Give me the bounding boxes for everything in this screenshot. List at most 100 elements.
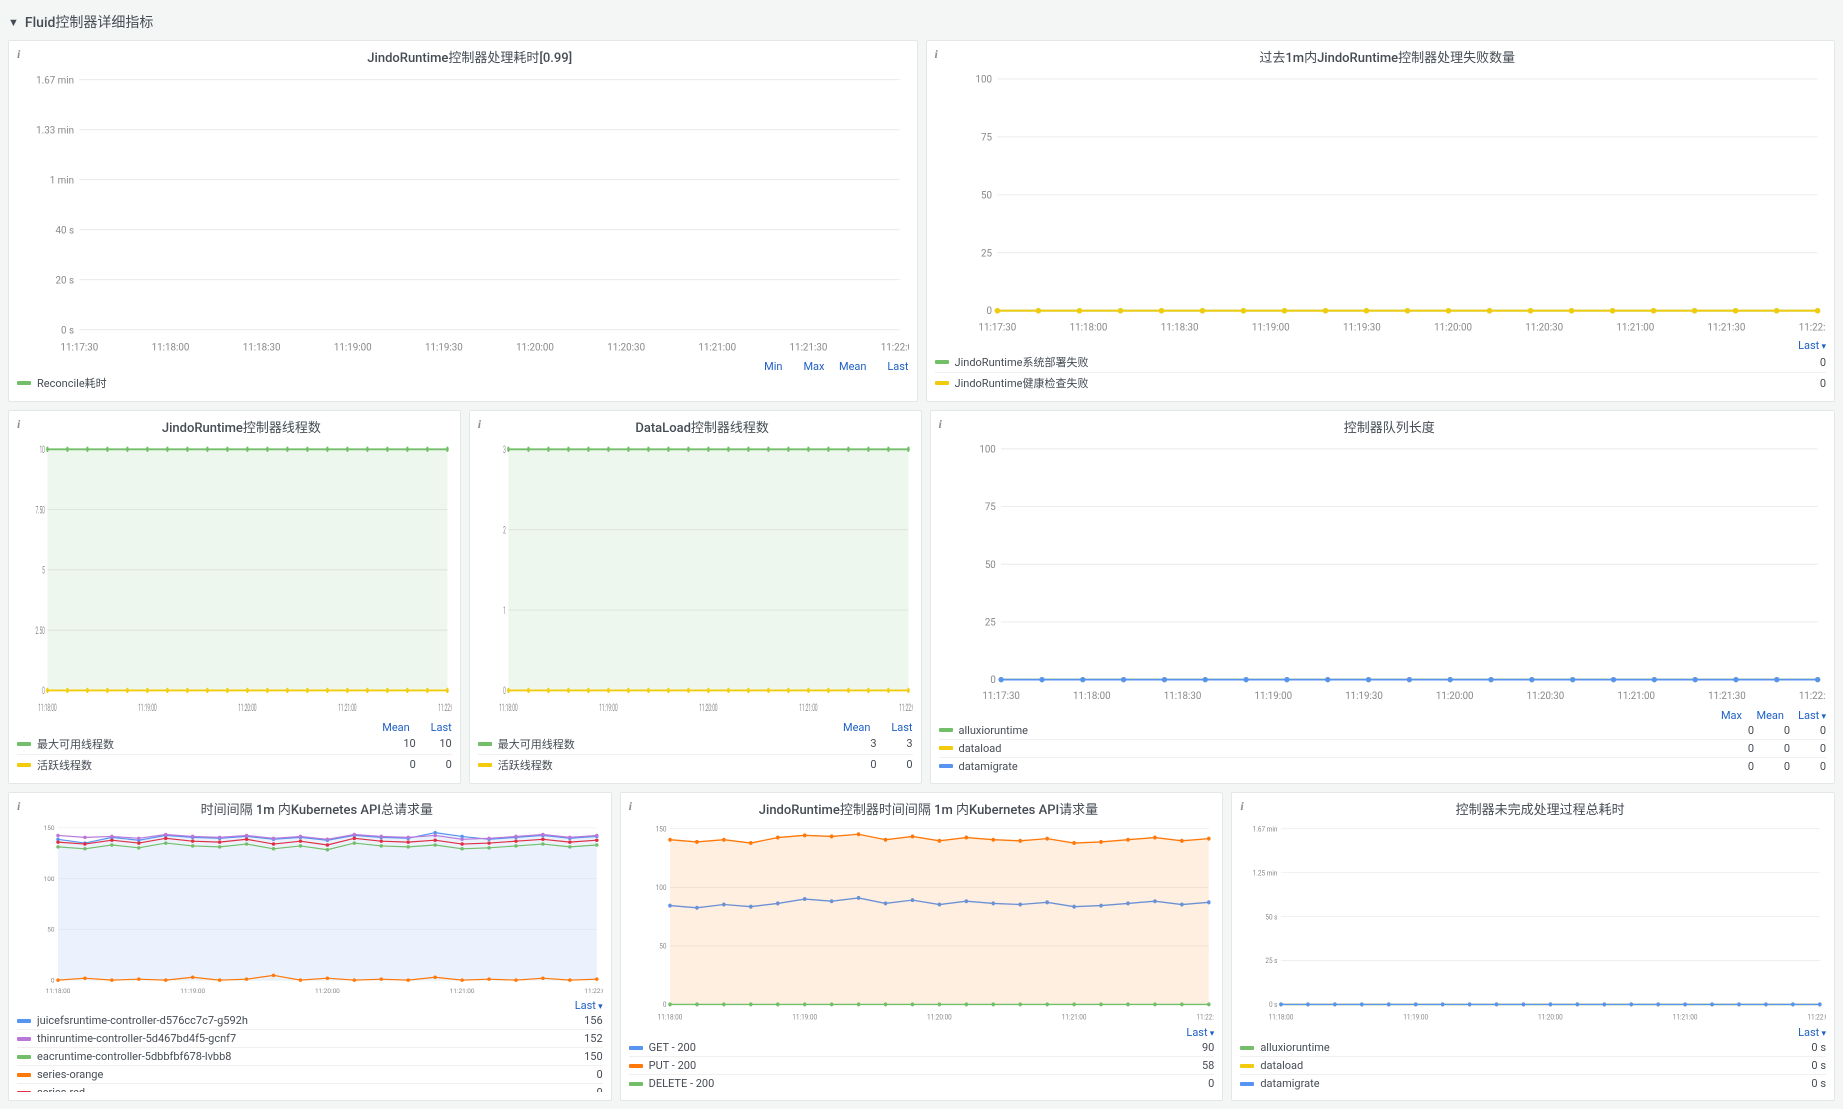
- legend-header: Max Mean Last: [939, 709, 1827, 722]
- legend-row[interactable]: dataload000: [939, 739, 1827, 757]
- info-icon[interactable]: i: [629, 799, 643, 814]
- chart-area[interactable]: 025507510011:17:3011:18:0011:18:3011:19:…: [939, 440, 1827, 706]
- legend-label: DELETE - 200: [649, 1077, 1179, 1090]
- legend-row[interactable]: JindoRuntime系统部署失败0: [935, 352, 1827, 372]
- panel-dataload-threads: iDataLoad控制器线程数012311:18:0011:19:0011:20…: [469, 410, 922, 783]
- chart-area[interactable]: 0 s25 s50 s1.25 min1.67 min11:18:0011:19…: [1240, 822, 1826, 1025]
- legend-row[interactable]: alluxioruntime0 s: [1240, 1039, 1826, 1056]
- legend-value: 0: [1724, 724, 1754, 737]
- legend-row[interactable]: eacruntime-controller-5dbbfbf678-lvbb815…: [17, 1047, 603, 1065]
- chart-area[interactable]: 025507510011:17:3011:18:0011:18:3011:19:…: [935, 70, 1827, 337]
- legend-value: 0: [1796, 724, 1826, 737]
- chart-area[interactable]: 012311:18:0011:19:0011:20:0011:21:0011:2…: [478, 440, 913, 718]
- legend-row[interactable]: 活跃线程数00: [17, 754, 452, 775]
- legend-col-mean[interactable]: Mean: [380, 721, 410, 734]
- svg-text:11:21:00: 11:21:00: [1616, 322, 1654, 333]
- legend-col-mean[interactable]: Mean: [1754, 709, 1784, 722]
- legend-swatch: [17, 742, 31, 746]
- legend-swatch: [629, 1046, 643, 1050]
- svg-text:0: 0: [503, 686, 506, 698]
- chart-area[interactable]: 05010015011:18:0011:19:0011:20:0011:21:0…: [17, 822, 603, 998]
- legend-col-max[interactable]: Max: [1712, 709, 1742, 722]
- legend-col-max[interactable]: Max: [795, 360, 825, 373]
- legend-row[interactable]: 活跃线程数00: [478, 754, 913, 775]
- legend-value: 0: [386, 758, 416, 771]
- legend-col-last[interactable]: Last: [1796, 709, 1826, 722]
- svg-text:11:19:30: 11:19:30: [1343, 322, 1381, 333]
- legend-col-last[interactable]: Last: [879, 360, 909, 373]
- legend-row[interactable]: series-orange0: [17, 1065, 603, 1083]
- legend-col-last[interactable]: Last: [883, 721, 913, 734]
- panel-jindo-latency: iJindoRuntime控制器处理耗时[0.99]0 s20 s40 s1 m…: [8, 40, 918, 402]
- svg-text:11:22:00: 11:22:00: [584, 987, 602, 995]
- legend-value: 0: [883, 758, 913, 771]
- legend-row[interactable]: DELETE - 2000: [629, 1074, 1215, 1092]
- chart-area[interactable]: 0 s20 s40 s1 min1.33 min1.67 min11:17:30…: [17, 70, 909, 358]
- legend-label: alluxioruntime: [959, 724, 1719, 737]
- legend-row[interactable]: datamigrate0 s: [1240, 1074, 1826, 1092]
- legend-value: 58: [1184, 1059, 1214, 1072]
- info-icon[interactable]: i: [478, 417, 492, 432]
- panel-k8s-api-total: i时间间隔 1m 内Kubernetes API总请求量 05010015011:…: [8, 792, 612, 1102]
- info-icon[interactable]: i: [17, 799, 31, 814]
- legend-col-last[interactable]: Last: [1184, 1026, 1214, 1039]
- info-icon[interactable]: i: [939, 417, 953, 432]
- legend-header: Last: [1240, 1026, 1826, 1039]
- info-icon[interactable]: i: [17, 47, 31, 62]
- legend-col-mean[interactable]: Mean: [841, 721, 871, 734]
- svg-text:11:22:00: 11:22:00: [1798, 692, 1826, 703]
- legend-value: 0 s: [1796, 1059, 1826, 1072]
- legend-row[interactable]: PUT - 20058: [629, 1056, 1215, 1074]
- svg-text:11:19:00: 11:19:00: [334, 342, 372, 353]
- svg-text:50: 50: [984, 560, 995, 571]
- section-header[interactable]: ▼ Fluid控制器详细指标: [8, 8, 1835, 40]
- legend-col-last[interactable]: Last: [1796, 339, 1826, 352]
- legend-row[interactable]: juicefsruntime-controller-d576cc7c7-g592…: [17, 1012, 603, 1029]
- svg-text:1.25 min: 1.25 min: [1253, 869, 1278, 878]
- legend-row[interactable]: Reconcile耗时: [17, 373, 909, 393]
- legend-row[interactable]: datamigrate000: [939, 757, 1827, 775]
- info-icon[interactable]: i: [1240, 799, 1254, 814]
- legend-col-min[interactable]: Min: [753, 360, 783, 373]
- legend-row[interactable]: series-red0: [17, 1083, 603, 1092]
- panel-unfinished-duration: i控制器未完成处理过程总耗时0 s25 s50 s1.25 min1.67 mi…: [1231, 792, 1835, 1102]
- svg-text:1.67 min: 1.67 min: [36, 75, 74, 86]
- svg-text:11:19:00: 11:19:00: [792, 1013, 817, 1022]
- svg-text:11:19:00: 11:19:00: [138, 702, 157, 714]
- legend-col-last[interactable]: Last: [573, 999, 603, 1012]
- chevron-down-icon: ▼: [8, 16, 19, 29]
- legend-value: 0 s: [1796, 1077, 1826, 1090]
- svg-text:1 min: 1 min: [50, 175, 74, 186]
- legend-value: 0: [1796, 742, 1826, 755]
- legend-value: 3: [883, 737, 913, 750]
- legend-col-mean[interactable]: Mean: [837, 360, 867, 373]
- panel-title: 时间间隔 1m 内Kubernetes API总请求量: [31, 799, 603, 818]
- chart-area[interactable]: 02.5057.501011:18:0011:19:0011:20:0011:2…: [17, 440, 452, 718]
- legend-rows: 最大可用线程数33活跃线程数00: [478, 734, 913, 775]
- info-icon[interactable]: i: [17, 417, 31, 432]
- legend-col-last[interactable]: Last: [422, 721, 452, 734]
- legend-value: 90: [1184, 1041, 1214, 1054]
- panel-title: 过去1m内JindoRuntime控制器处理失败数量: [949, 47, 1827, 66]
- legend-row[interactable]: JindoRuntime健康检查失败0: [935, 372, 1827, 393]
- legend-row[interactable]: GET - 20090: [629, 1039, 1215, 1056]
- legend-label: series-red: [37, 1086, 567, 1092]
- legend-row[interactable]: alluxioruntime000: [939, 722, 1827, 739]
- legend-row[interactable]: thinruntime-controller-5d467bd4f5-gcnf71…: [17, 1029, 603, 1047]
- svg-text:11:17:30: 11:17:30: [978, 322, 1016, 333]
- legend-value: 0: [1796, 377, 1826, 390]
- legend-swatch: [939, 764, 953, 768]
- info-icon[interactable]: i: [935, 47, 949, 62]
- legend-row[interactable]: 最大可用线程数33: [478, 734, 913, 754]
- svg-text:11:20:00: 11:20:00: [1434, 322, 1472, 333]
- legend-row[interactable]: dataload0 s: [1240, 1056, 1826, 1074]
- svg-text:0: 0: [51, 976, 55, 984]
- legend-value: 0: [1760, 760, 1790, 773]
- legend-value: 10: [386, 737, 416, 750]
- legend-row[interactable]: 最大可用线程数1010: [17, 734, 452, 754]
- svg-text:11:18:30: 11:18:30: [1163, 692, 1201, 703]
- legend-col-last[interactable]: Last: [1796, 1026, 1826, 1039]
- legend-value: 152: [573, 1032, 603, 1045]
- svg-text:11:22:00: 11:22:00: [899, 702, 913, 714]
- chart-area[interactable]: 05010015011:18:0011:19:0011:20:0011:21:0…: [629, 822, 1215, 1025]
